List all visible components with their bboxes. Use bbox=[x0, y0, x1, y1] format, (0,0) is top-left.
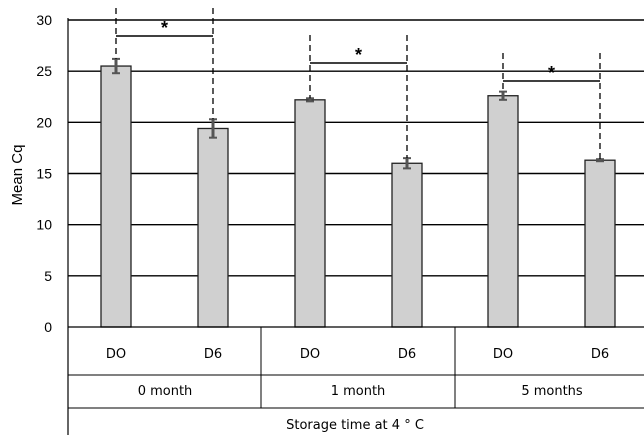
y-tick-label: 25 bbox=[36, 63, 52, 79]
bar bbox=[585, 160, 615, 327]
y-tick-labels: 0 5 10 15 20 25 30 bbox=[36, 12, 52, 335]
bar-category-label: DO bbox=[493, 347, 513, 362]
bar-category-label: DO bbox=[106, 347, 126, 362]
bar-category-label: D6 bbox=[204, 347, 222, 362]
x-axis-label: Storage time at 4 ° C bbox=[286, 418, 424, 433]
bar bbox=[295, 100, 325, 327]
significance-brackets: * * * bbox=[116, 8, 600, 159]
bar-category-label: D6 bbox=[398, 347, 416, 362]
bars bbox=[101, 59, 615, 327]
y-tick-label: 5 bbox=[44, 268, 52, 284]
bar bbox=[392, 163, 422, 327]
significance-star: * bbox=[548, 63, 555, 83]
y-tick-label: 20 bbox=[36, 114, 52, 130]
bar bbox=[101, 66, 131, 327]
bar bbox=[488, 96, 518, 327]
bar bbox=[198, 128, 228, 327]
y-tick-label: 30 bbox=[36, 12, 52, 28]
bar-category-label: DO bbox=[300, 347, 320, 362]
group-label: 1 month bbox=[331, 384, 386, 399]
y-axis-label: Mean Cq bbox=[9, 145, 26, 206]
y-tick-label: 10 bbox=[36, 217, 52, 233]
y-tick-label: 15 bbox=[36, 166, 52, 182]
group-label: 5 months bbox=[521, 384, 583, 399]
bar-category-label: D6 bbox=[591, 347, 609, 362]
significance-star: * bbox=[355, 45, 362, 65]
significance-star: * bbox=[161, 18, 168, 38]
group-label: 0 month bbox=[138, 384, 193, 399]
y-tick-label: 0 bbox=[44, 319, 52, 335]
